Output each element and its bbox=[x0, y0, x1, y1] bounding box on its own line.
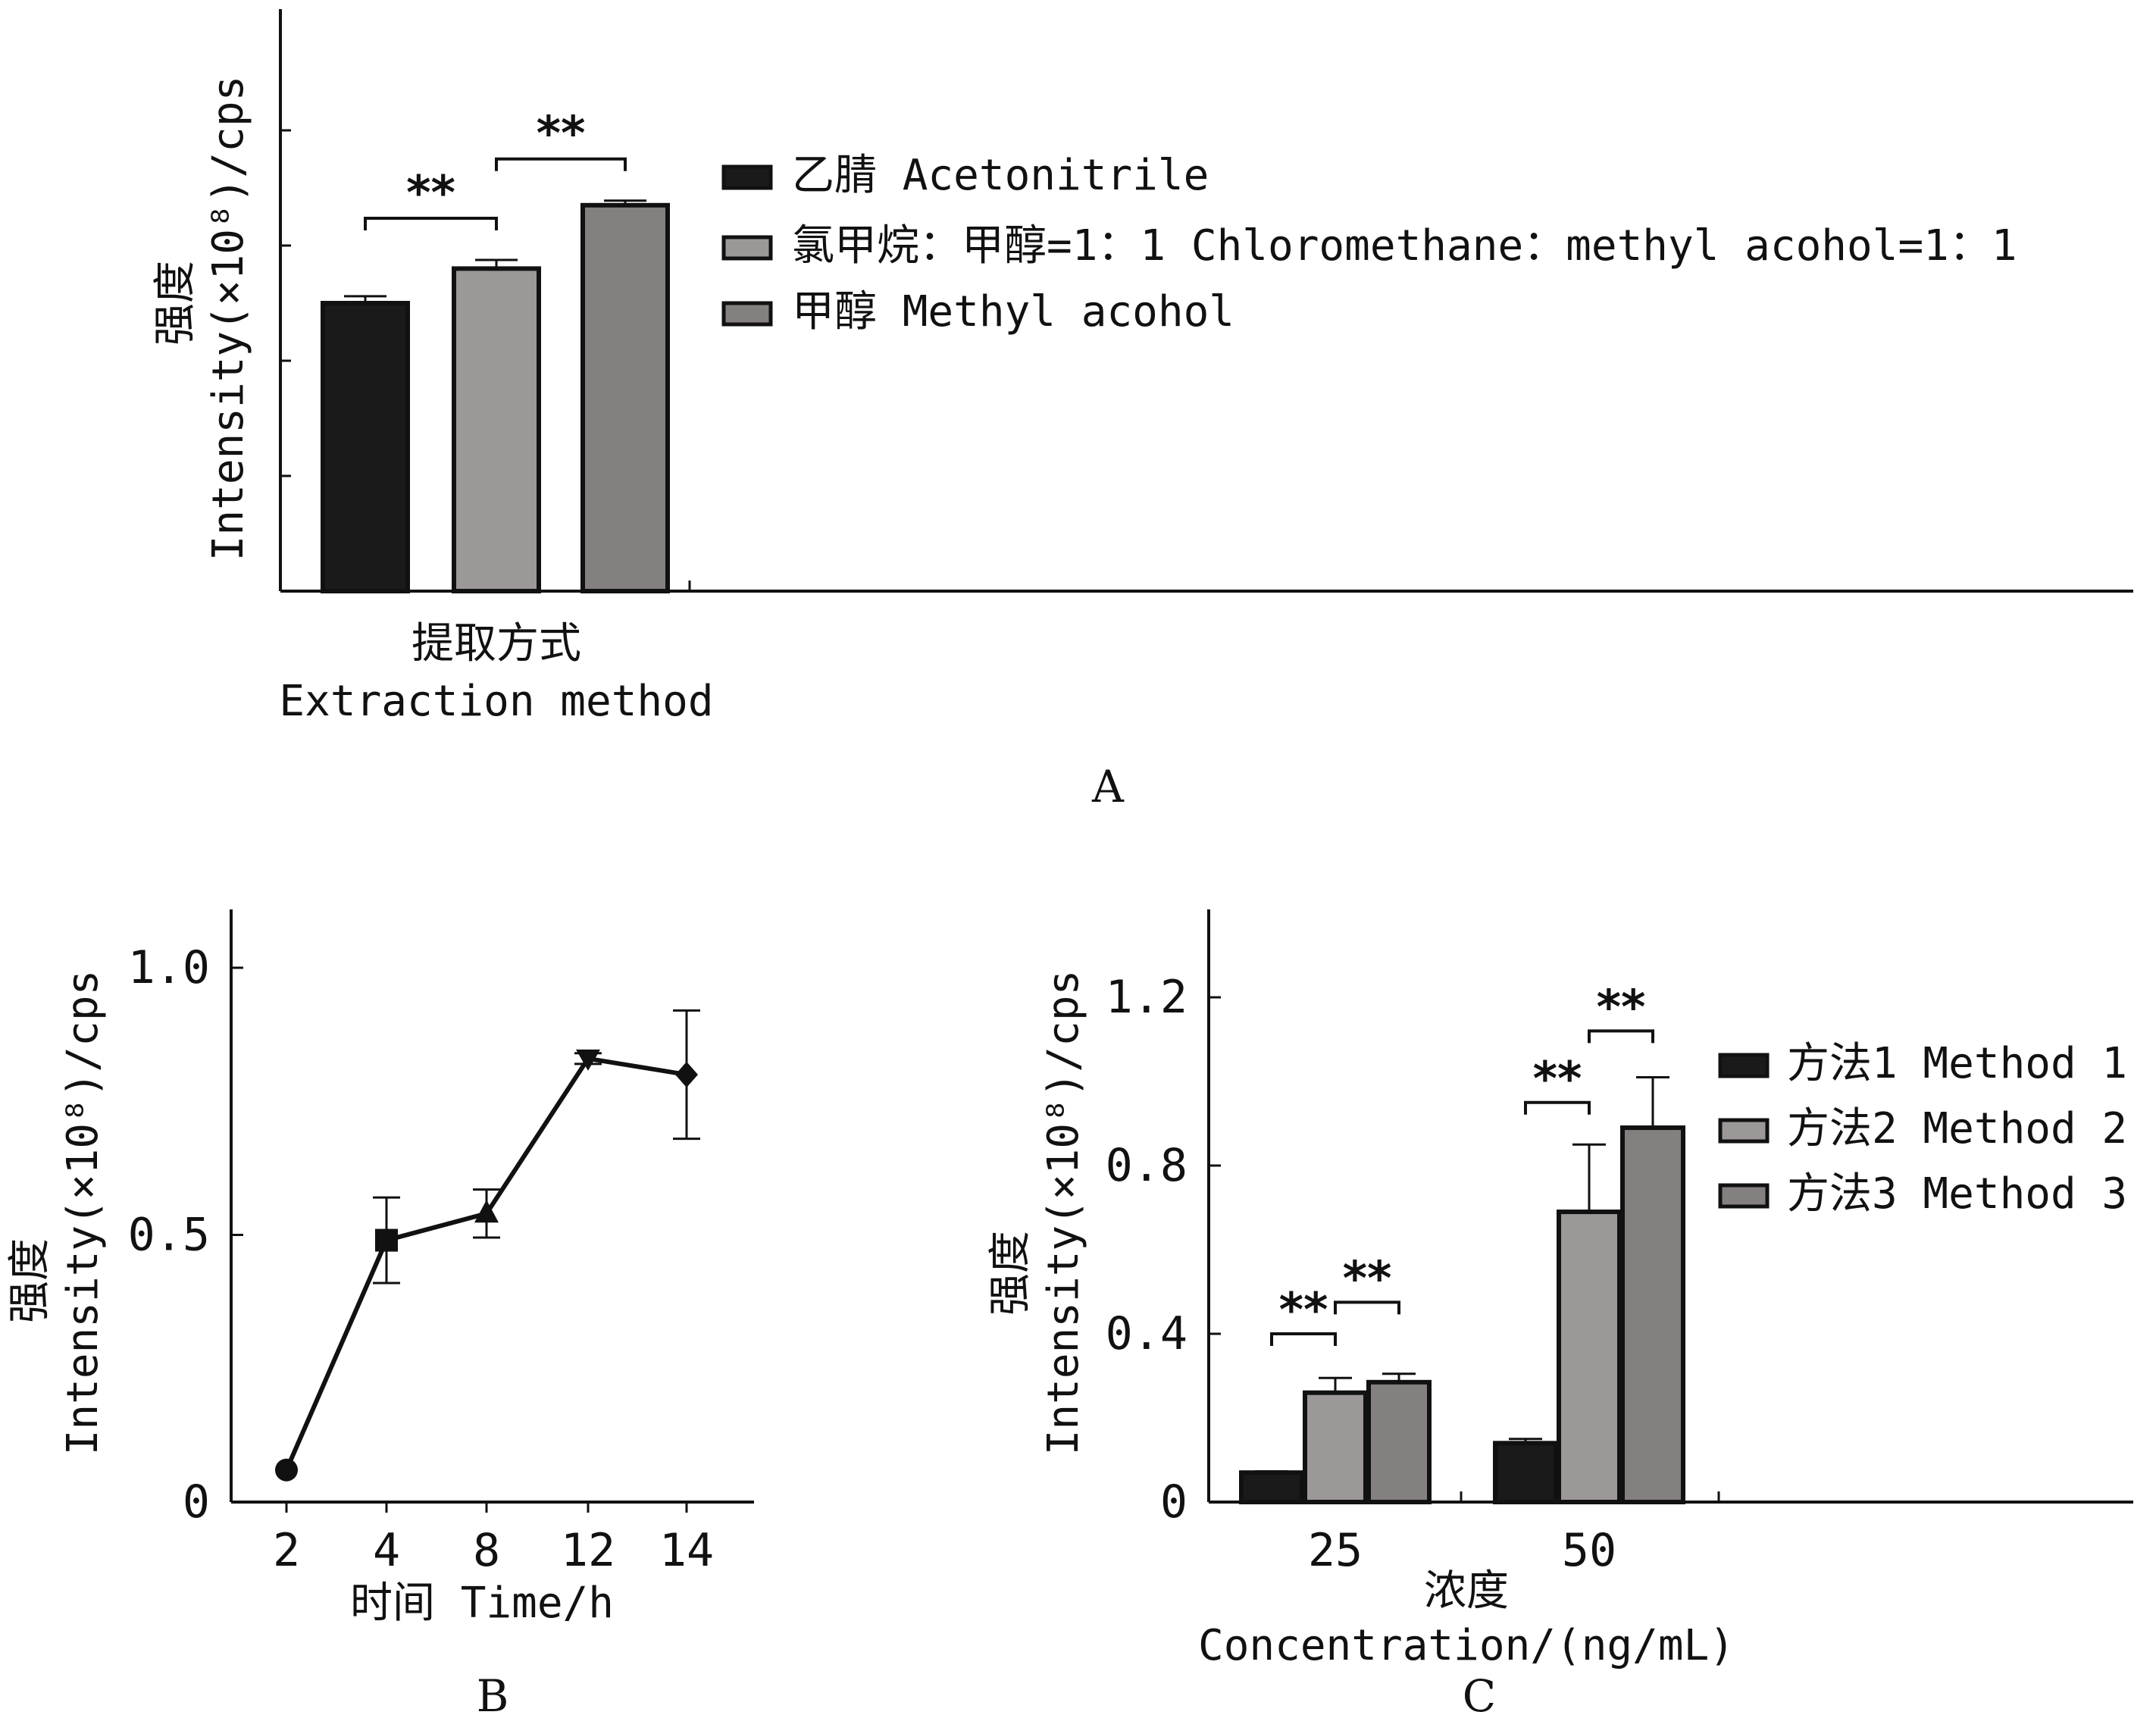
bar bbox=[1366, 1379, 1432, 1504]
significance-label: ** bbox=[1597, 979, 1646, 1034]
bar bbox=[321, 301, 410, 593]
y-tick-label: 0.4 bbox=[1106, 1307, 1188, 1360]
panel-label: A bbox=[1091, 761, 1125, 812]
panel-label: B bbox=[477, 1670, 509, 1715]
significance-bracket bbox=[364, 217, 498, 230]
y-axis-label-zh: 强度 bbox=[986, 1231, 1035, 1316]
y-axis-label-zh: 强度 bbox=[5, 1238, 55, 1323]
legend-swatch bbox=[1718, 1053, 1770, 1078]
x-axis-label-zh: 提取方式 bbox=[411, 619, 581, 668]
y-axis-label-en: Intensity(×10⁸)/cps bbox=[1039, 970, 1088, 1456]
significance-label: ** bbox=[537, 106, 586, 161]
bar bbox=[580, 202, 670, 593]
significance-label: ** bbox=[1533, 1051, 1582, 1106]
y-tick-label: 0 bbox=[1160, 1476, 1188, 1529]
bar bbox=[1557, 1210, 1622, 1505]
data-point bbox=[675, 1062, 698, 1088]
y-tick-label: 0.5 bbox=[128, 1209, 210, 1262]
significance-bracket bbox=[1588, 1029, 1654, 1044]
panel-b: 0 0.5 1.0 2 4 8 12 14 强度 Intensity(×10⁸)/cps 时间 Ti… bbox=[5, 909, 754, 1715]
data-point bbox=[474, 1200, 499, 1223]
significance-bracket bbox=[495, 157, 627, 171]
legend-label: 方法2 Method 2 bbox=[1787, 1104, 2127, 1153]
x-tick-label: 25 bbox=[1308, 1524, 1363, 1577]
significance-label: ** bbox=[406, 165, 455, 221]
legend-label: 方法1 Method 1 bbox=[1787, 1039, 2127, 1088]
x-tick-label: 8 bbox=[473, 1524, 500, 1577]
data-point bbox=[576, 1049, 600, 1071]
significance-bracket bbox=[1334, 1300, 1400, 1315]
x-tick-label: 50 bbox=[1562, 1524, 1616, 1577]
x-axis-label-en: Concentration/(ng/mL) bbox=[1198, 1621, 1735, 1670]
legend-swatch bbox=[1718, 1118, 1770, 1144]
legend-label: 方法3 Method 3 bbox=[1787, 1169, 2127, 1219]
legend-swatch bbox=[721, 301, 773, 327]
legend-label: 甲醇 Methyl acohol bbox=[792, 287, 1234, 336]
legend-swatch bbox=[721, 164, 773, 190]
bar bbox=[1303, 1390, 1368, 1504]
significance-bracket bbox=[1270, 1332, 1337, 1346]
panel-a: ** ** 强度 Intensity(×10⁸)/cps 提取方式 Extraction … bbox=[151, 9, 2133, 812]
legend-label: 氯甲烷：甲醇=1：1 Chloromethane：methyl acohol=1… bbox=[792, 221, 2017, 271]
panel-c: 0 0.4 0.8 1.2 25 50 ** ** ** ** 强度 Intensity(×10⁸)/… bbox=[986, 909, 2133, 1715]
legend-label: 乙腈 Acetonitrile bbox=[792, 151, 1209, 200]
significance-label: ** bbox=[1343, 1250, 1392, 1306]
significance-label: ** bbox=[1279, 1282, 1328, 1338]
x-axis-label: 时间 Time/h bbox=[350, 1579, 614, 1628]
y-tick-label: 1.0 bbox=[128, 941, 210, 994]
y-tick-label: 0.8 bbox=[1106, 1139, 1188, 1192]
y-tick-label: 1.2 bbox=[1106, 971, 1188, 1024]
data-point bbox=[375, 1228, 398, 1252]
bar bbox=[1239, 1470, 1304, 1505]
bar bbox=[1620, 1125, 1685, 1505]
x-tick-label: 2 bbox=[273, 1524, 300, 1577]
y-axis-label-zh: 强度 bbox=[151, 261, 200, 346]
x-axis-label-zh: 浓度 bbox=[1424, 1566, 1509, 1616]
bar bbox=[452, 266, 541, 593]
significance-bracket bbox=[1524, 1100, 1591, 1115]
x-tick-label: 12 bbox=[561, 1524, 615, 1577]
legend-swatch bbox=[1718, 1183, 1770, 1209]
panel-label: C bbox=[1463, 1670, 1496, 1715]
y-tick-label: 0 bbox=[183, 1476, 210, 1529]
y-axis-label-en: Intensity(×10⁸)/cps bbox=[58, 970, 108, 1456]
x-tick-label: 14 bbox=[659, 1524, 714, 1577]
data-point bbox=[275, 1458, 298, 1482]
x-tick-label: 4 bbox=[373, 1524, 400, 1577]
legend-swatch bbox=[721, 235, 773, 261]
y-axis-label-en: Intensity(×10⁸)/cps bbox=[204, 76, 253, 562]
x-axis-label-en: Extraction method bbox=[279, 677, 713, 726]
series-line bbox=[284, 1056, 687, 1471]
bar bbox=[1493, 1441, 1558, 1505]
